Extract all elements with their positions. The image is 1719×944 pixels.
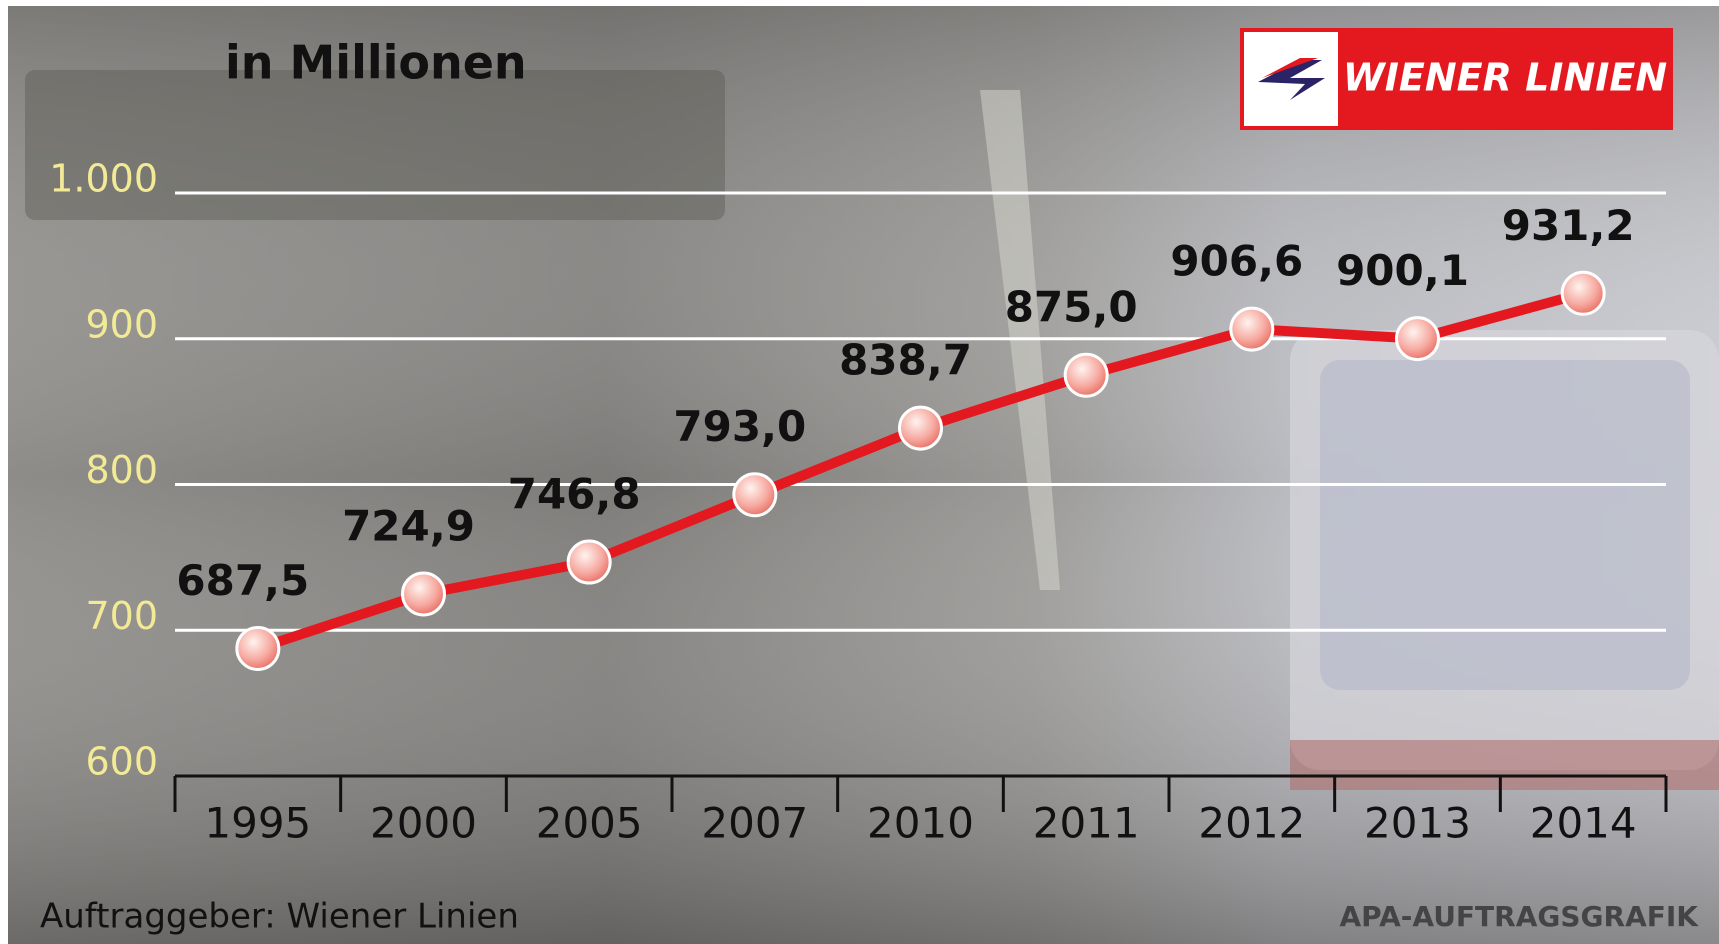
chart: WIENER LINIEN in Millionen Auftraggeber:… — [0, 0, 1719, 944]
value-label: 724,9 — [342, 501, 475, 550]
logo: WIENER LINIEN — [1240, 28, 1673, 130]
x-tick-label: 2000 — [370, 799, 477, 848]
marker — [1231, 308, 1273, 350]
marker — [403, 573, 445, 615]
source: Auftraggeber: Wiener Linien — [40, 897, 519, 937]
marker — [900, 407, 942, 449]
value-label: 746,8 — [508, 470, 641, 519]
x-tick-label: 2014 — [1530, 799, 1637, 848]
value-label: 838,7 — [839, 336, 972, 385]
x-tick-label: 2005 — [536, 799, 643, 848]
marker — [1397, 318, 1439, 360]
x-tick-label: 2013 — [1364, 799, 1471, 848]
y-tick-label: 800 — [85, 448, 158, 492]
chart-title: in Millionen — [225, 36, 527, 90]
marker — [1065, 354, 1107, 396]
value-label: 906,6 — [1170, 237, 1303, 286]
marker — [237, 627, 279, 669]
credit: APA-AUFTRAGSGRAFIK — [1339, 900, 1699, 933]
x-tick-label: 1995 — [204, 799, 311, 848]
y-tick-label: 1.000 — [49, 157, 158, 201]
value-label: 875,0 — [1005, 283, 1138, 332]
marker — [568, 541, 610, 583]
y-tick-label: 900 — [85, 302, 158, 346]
logo-text: WIENER LINIEN — [1343, 56, 1667, 100]
value-label: 900,1 — [1336, 246, 1469, 295]
value-label: 931,2 — [1502, 201, 1635, 250]
marker — [1562, 272, 1604, 314]
x-tick-label: 2012 — [1198, 799, 1305, 848]
x-tick-label: 2007 — [701, 799, 808, 848]
x-tick-label: 2011 — [1033, 799, 1140, 848]
marker — [734, 474, 776, 516]
value-label: 793,0 — [673, 402, 806, 451]
y-tick-label: 600 — [85, 740, 158, 784]
y-tick-label: 700 — [85, 594, 158, 638]
x-tick-label: 2010 — [867, 799, 974, 848]
value-label: 687,5 — [176, 556, 309, 605]
